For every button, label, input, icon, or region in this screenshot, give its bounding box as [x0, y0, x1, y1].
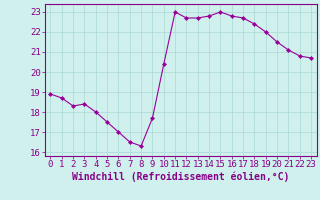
- X-axis label: Windchill (Refroidissement éolien,°C): Windchill (Refroidissement éolien,°C): [72, 172, 290, 182]
